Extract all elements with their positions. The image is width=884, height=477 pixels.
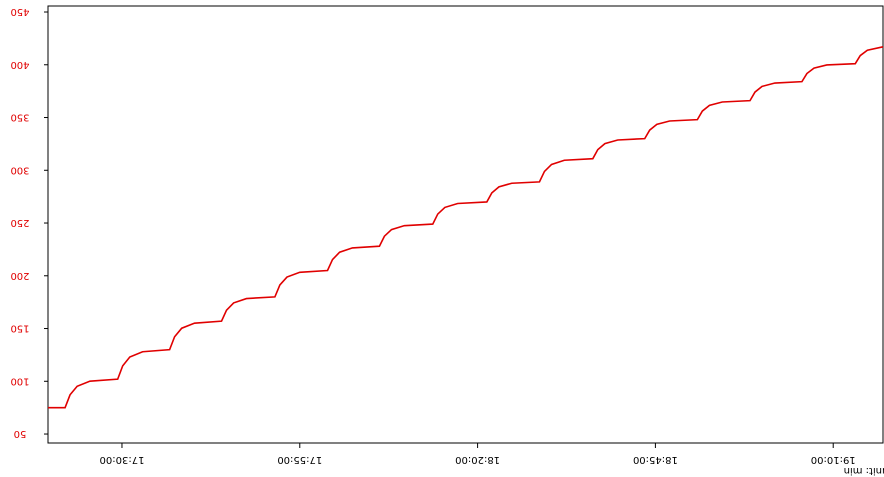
y-tick-label: 100 bbox=[10, 375, 29, 386]
y-tick-label: 150 bbox=[10, 323, 29, 334]
x-tick-label: 19:10:00 bbox=[811, 454, 856, 465]
y-tick-label: 400 bbox=[10, 59, 29, 70]
y-tick-label: 50 bbox=[14, 428, 27, 439]
y-tick-label: 350 bbox=[10, 112, 29, 123]
x-tick-label: 18:20:00 bbox=[455, 454, 500, 465]
y-tick-label: 300 bbox=[10, 164, 29, 175]
plot-frame bbox=[47, 5, 884, 444]
x-unit-label: unit: min bbox=[844, 465, 884, 476]
x-tick-label: 17:30:00 bbox=[100, 454, 145, 465]
y-tick-label: 250 bbox=[10, 217, 29, 228]
x-tick-label: 18:45:00 bbox=[633, 454, 678, 465]
series-line bbox=[48, 46, 884, 409]
x-tick-label: 17:55:00 bbox=[277, 454, 322, 465]
y-tick-label: 200 bbox=[10, 270, 29, 281]
y-tick-label: 450 bbox=[10, 6, 29, 17]
